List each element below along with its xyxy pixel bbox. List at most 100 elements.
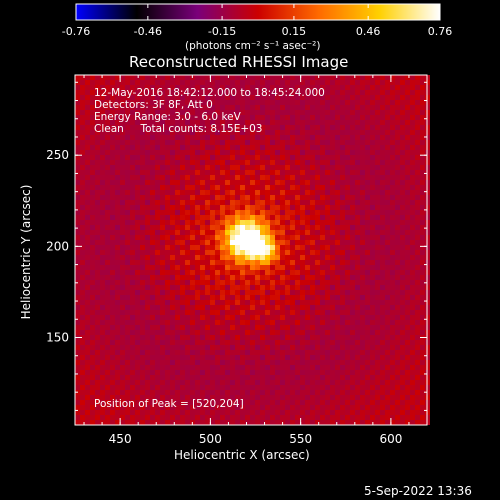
heatmap-pixel xyxy=(370,195,375,200)
heatmap-pixel xyxy=(235,85,240,90)
heatmap-pixel xyxy=(150,355,155,360)
heatmap-pixel xyxy=(225,80,230,85)
heatmap-pixel xyxy=(230,300,235,305)
heatmap-pixel xyxy=(130,220,135,225)
heatmap-pixel xyxy=(390,105,395,110)
heatmap-pixel xyxy=(305,140,310,145)
heatmap-pixel xyxy=(365,420,370,425)
heatmap-pixel xyxy=(235,320,240,325)
heatmap-pixel xyxy=(145,200,150,205)
heatmap-pixel xyxy=(100,370,105,375)
heatmap-pixel xyxy=(155,235,160,240)
heatmap-pixel xyxy=(290,355,295,360)
heatmap-pixel xyxy=(150,325,155,330)
heatmap-pixel xyxy=(390,100,395,105)
heatmap-pixel xyxy=(265,145,270,150)
heatmap-pixel xyxy=(400,180,405,185)
heatmap-pixel xyxy=(255,420,260,425)
heatmap-pixel xyxy=(185,290,190,295)
heatmap-pixel xyxy=(120,145,125,150)
heatmap-pixel xyxy=(165,145,170,150)
heatmap-pixel xyxy=(135,280,140,285)
heatmap-pixel xyxy=(110,85,115,90)
heatmap-pixel xyxy=(220,190,225,195)
heatmap-pixel xyxy=(400,150,405,155)
heatmap-pixel xyxy=(85,385,90,390)
heatmap-pixel xyxy=(250,125,255,130)
heatmap-pixel xyxy=(110,105,115,110)
heatmap-pixel xyxy=(380,325,385,330)
heatmap-pixel xyxy=(330,205,335,210)
heatmap-pixel xyxy=(335,405,340,410)
heatmap-pixel xyxy=(220,320,225,325)
heatmap-pixel xyxy=(360,285,365,290)
heatmap-pixel xyxy=(185,365,190,370)
heatmap-pixel xyxy=(335,400,340,405)
heatmap-pixel xyxy=(185,125,190,130)
heatmap-pixel xyxy=(410,315,415,320)
heatmap-pixel xyxy=(170,120,175,125)
heatmap-pixel xyxy=(370,235,375,240)
heatmap-pixel xyxy=(225,330,230,335)
heatmap-pixel xyxy=(240,225,245,230)
heatmap-pixel xyxy=(410,345,415,350)
heatmap-pixel xyxy=(345,120,350,125)
heatmap-pixel xyxy=(185,400,190,405)
heatmap-pixel xyxy=(370,330,375,335)
heatmap-pixel xyxy=(210,150,215,155)
heatmap-pixel xyxy=(325,300,330,305)
heatmap-pixel xyxy=(315,370,320,375)
heatmap-pixel xyxy=(125,225,130,230)
heatmap-pixel xyxy=(285,315,290,320)
heatmap-pixel xyxy=(375,200,380,205)
heatmap-pixel xyxy=(180,220,185,225)
heatmap-pixel xyxy=(250,420,255,425)
heatmap-pixel xyxy=(380,255,385,260)
heatmap-pixel xyxy=(315,365,320,370)
heatmap-pixel xyxy=(315,245,320,250)
heatmap-pixel xyxy=(420,325,425,330)
heatmap-pixel xyxy=(110,365,115,370)
heatmap-pixel xyxy=(365,110,370,115)
heatmap-pixel xyxy=(110,100,115,105)
heatmap-pixel xyxy=(265,100,270,105)
heatmap-pixel xyxy=(210,115,215,120)
heatmap-pixel xyxy=(110,385,115,390)
heatmap-pixel xyxy=(190,145,195,150)
heatmap-pixel xyxy=(320,395,325,400)
heatmap-pixel xyxy=(280,405,285,410)
heatmap-pixel xyxy=(190,305,195,310)
heatmap-pixel xyxy=(140,110,145,115)
heatmap-pixel xyxy=(395,385,400,390)
heatmap-pixel xyxy=(290,200,295,205)
heatmap-pixel xyxy=(245,275,250,280)
heatmap-pixel xyxy=(165,280,170,285)
heatmap-pixel xyxy=(250,90,255,95)
heatmap-pixel xyxy=(235,150,240,155)
heatmap-pixel xyxy=(290,375,295,380)
heatmap-pixel xyxy=(350,365,355,370)
heatmap-pixel xyxy=(300,410,305,415)
heatmap-pixel xyxy=(325,195,330,200)
heatmap-pixel xyxy=(170,220,175,225)
heatmap-pixel xyxy=(195,180,200,185)
heatmap-pixel xyxy=(305,120,310,125)
heatmap-pixel xyxy=(400,155,405,160)
heatmap-pixel xyxy=(335,150,340,155)
heatmap-pixel xyxy=(415,190,420,195)
heatmap-pixel xyxy=(345,110,350,115)
heatmap-pixel xyxy=(150,110,155,115)
heatmap-pixel xyxy=(400,300,405,305)
heatmap-pixel xyxy=(315,140,320,145)
heatmap-pixel xyxy=(185,310,190,315)
heatmap-pixel xyxy=(290,205,295,210)
heatmap-pixel xyxy=(370,165,375,170)
heatmap-pixel xyxy=(190,205,195,210)
heatmap-pixel xyxy=(115,200,120,205)
heatmap-pixel xyxy=(350,260,355,265)
heatmap-pixel xyxy=(230,330,235,335)
heatmap-pixel xyxy=(335,350,340,355)
heatmap-pixel xyxy=(120,200,125,205)
heatmap-pixel xyxy=(415,100,420,105)
heatmap-pixel xyxy=(195,100,200,105)
